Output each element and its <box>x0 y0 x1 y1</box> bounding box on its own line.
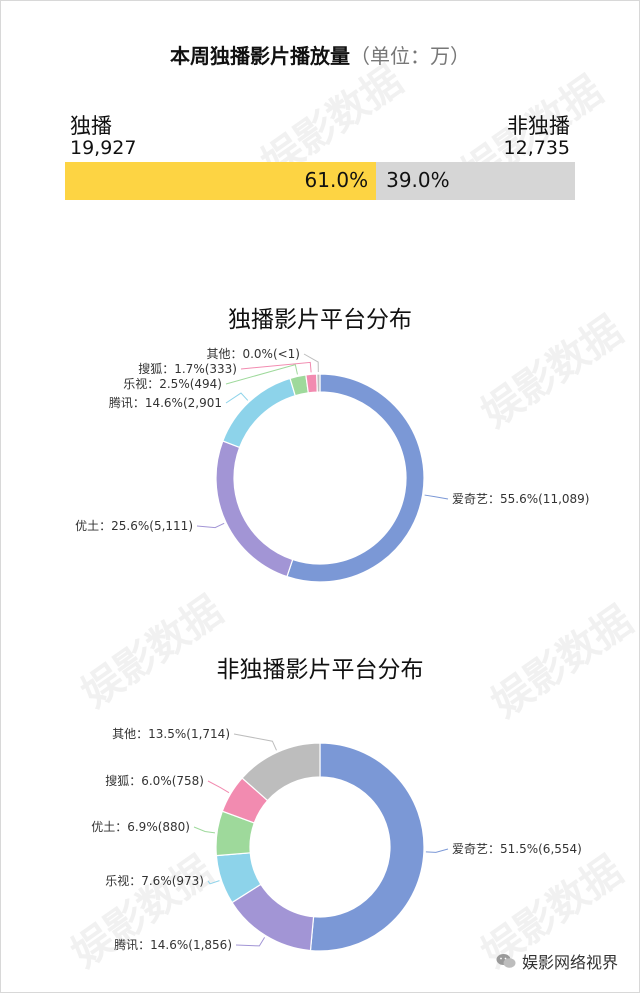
share-bar-fill <box>65 162 377 200</box>
donut-slice-exclusive-1 <box>215 440 294 578</box>
leader-line <box>225 364 298 385</box>
data-label: 搜狐：6.0%(758) <box>105 773 204 788</box>
chart-title-non-exclusive: 非独播影片平台分布 <box>216 657 424 683</box>
donut-slice-exclusive-0 <box>286 373 425 583</box>
title-text: 本周独播影片播放量 <box>170 44 350 68</box>
non-exclusive-label: 非独播 <box>507 114 570 138</box>
leader-line <box>424 494 449 500</box>
exclusive-percent: 61.0% <box>304 168 369 192</box>
data-label: 腾讯：14.6%(2,901 <box>109 395 222 410</box>
wechat-account-name: 娱影网络视界 <box>521 953 618 972</box>
data-label: 爱奇艺：51.5%(6,554) <box>452 842 582 856</box>
leader-line <box>235 937 266 947</box>
leader-line <box>207 780 230 794</box>
donut-slice-exclusive-2 <box>222 377 296 449</box>
non-exclusive-value: 12,735 <box>503 137 570 159</box>
data-label: 乐视：2.5%(494) <box>123 376 222 391</box>
leader-line <box>196 522 225 529</box>
data-label: 爱奇艺：55.6%(11,089) <box>452 492 589 506</box>
leader-line <box>240 361 312 373</box>
data-label: 腾讯：14.6%(1,856) <box>114 937 232 952</box>
data-label: 优土：25.6%(5,111) <box>75 519 193 533</box>
data-label: 优土：6.9%(880) <box>91 820 190 834</box>
leader-line <box>207 880 220 885</box>
exclusive-label: 独播 <box>70 114 112 138</box>
non-exclusive-percent: 39.0% <box>386 168 450 192</box>
data-label: 搜狐：1.7%(333) <box>138 361 237 376</box>
share-bar <box>65 162 575 200</box>
leader-line <box>225 392 249 404</box>
donut-slice-exclusive-5 <box>316 373 321 393</box>
donut-chart-exclusive: 爱奇艺：55.6%(11,089) 优土：25.6%(5,111) 腾讯：14.6%… <box>75 347 589 583</box>
donut-slice-non-exclusive-0 <box>309 742 425 952</box>
donut-slice-non-exclusive-5 <box>241 742 321 802</box>
donut-slice-exclusive-4 <box>305 373 318 394</box>
wechat-account: 娱影网络视界 <box>496 949 618 973</box>
leader-line <box>193 826 216 834</box>
page-title: 本周独播影片播放量（单位：万） <box>0 40 640 69</box>
donut-chart-non-exclusive: 爱奇艺：51.5%(6,554) 腾讯：14.6%(1,856) 乐视：7.6%(9… <box>91 727 582 952</box>
title-unit: （单位：万） <box>350 44 470 68</box>
data-label: 乐视：7.6%(973) <box>105 873 204 888</box>
data-label: 其他：0.0%(<1) <box>206 347 300 361</box>
wechat-icon <box>496 954 516 968</box>
chart-title-exclusive: 独播影片平台分布 <box>228 307 412 333</box>
leader-line <box>233 733 277 751</box>
exclusive-value: 19,927 <box>70 137 137 159</box>
leader-line <box>303 353 319 373</box>
leader-line <box>425 848 449 853</box>
data-label: 其他：13.5%(1,714) <box>112 727 230 741</box>
